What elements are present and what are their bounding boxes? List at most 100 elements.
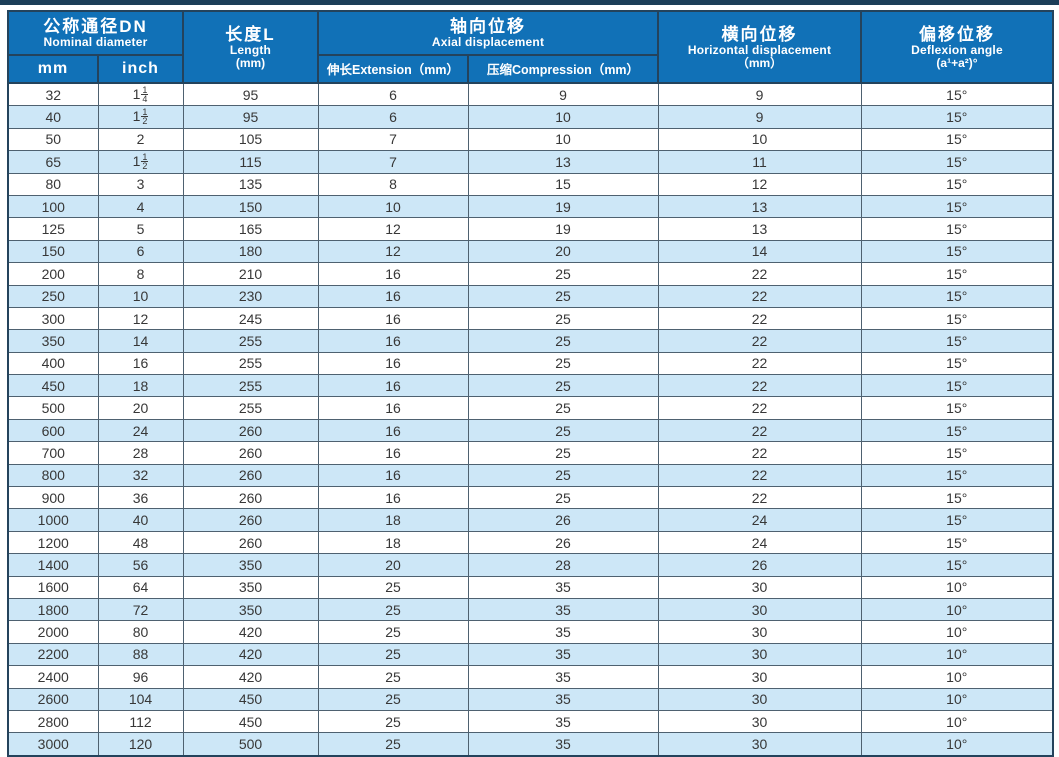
cell-extension: 10: [317, 194, 469, 219]
cell-compression: 25: [467, 351, 659, 376]
table-row: 1800 72 350 25 35 30 10°: [7, 597, 1054, 622]
cell-horizontal: 13: [657, 217, 862, 241]
cell-inch: 56: [97, 553, 184, 577]
table-row: 200 8 210 16 25 22 15°: [7, 262, 1054, 286]
table-row: 80 3 135 8 15 12 15°: [7, 172, 1054, 196]
cell-mm: 350: [7, 329, 99, 353]
cell-compression: 25: [467, 262, 659, 286]
cell-length: 95: [182, 105, 319, 129]
table-header: 公称通径DN Nominal diameter 长度L Length (mm) …: [7, 10, 1054, 84]
cell-compression: 35: [467, 575, 659, 599]
cell-length: 420: [182, 665, 319, 689]
cell-extension: 12: [317, 239, 469, 264]
cell-extension: 18: [317, 508, 469, 532]
cell-deflexion: 10°: [860, 642, 1054, 667]
header-sub-extension: 伸长Extension（mm）: [317, 54, 469, 84]
cell-compression: 35: [467, 687, 659, 711]
cell-deflexion: 15°: [860, 530, 1054, 555]
cell-horizontal: 22: [657, 306, 862, 331]
cell-mm: 2600: [7, 687, 99, 711]
cell-mm: 2000: [7, 620, 99, 644]
cell-length: 135: [182, 172, 319, 196]
cell-extension: 16: [317, 418, 469, 443]
cell-horizontal: 24: [657, 530, 862, 555]
cell-deflexion: 15°: [860, 374, 1054, 398]
cell-horizontal: 22: [657, 284, 862, 308]
cell-mm: 100: [7, 194, 99, 219]
cell-horizontal: 22: [657, 262, 862, 286]
header-axial-displacement: 轴向位移 Axial displacement: [317, 10, 659, 56]
header-sub-inch-label: inch: [122, 60, 159, 77]
cell-extension: 6: [317, 82, 469, 107]
cell-length: 260: [182, 530, 319, 555]
cell-deflexion: 15°: [860, 306, 1054, 331]
cell-length: 350: [182, 553, 319, 577]
header-row-groups: 公称通径DN Nominal diameter 长度L Length (mm) …: [7, 10, 1054, 84]
cell-inch: 14: [97, 329, 184, 353]
cell-compression: 25: [467, 463, 659, 488]
cell-deflexion: 10°: [860, 687, 1054, 711]
cell-length: 255: [182, 351, 319, 376]
header-deflexion-angle: 偏移位移 Deflexion angle (a¹+a²)°: [860, 10, 1054, 84]
cell-deflexion: 10°: [860, 575, 1054, 599]
header-horizontal-unit: （mm）: [736, 55, 783, 70]
cell-length: 255: [182, 374, 319, 398]
cell-deflexion: 15°: [860, 150, 1054, 174]
displacement-spec-table: 公称通径DN Nominal diameter 长度L Length (mm) …: [7, 10, 1054, 757]
cell-mm: 1600: [7, 575, 99, 599]
cell-horizontal: 14: [657, 239, 862, 264]
cell-length: 420: [182, 642, 319, 667]
cell-horizontal: 30: [657, 732, 862, 757]
cell-mm: 80: [7, 172, 99, 196]
cell-compression: 35: [467, 732, 659, 757]
cell-mm: 150: [7, 239, 99, 264]
table-row: 50 2 105 7 10 10 15°: [7, 127, 1054, 152]
cell-deflexion: 15°: [860, 82, 1054, 107]
cell-mm: 3000: [7, 732, 99, 757]
header-sub-inch: inch: [97, 54, 184, 84]
cell-extension: 18: [317, 530, 469, 555]
cell-compression: 19: [467, 194, 659, 219]
cell-horizontal: 30: [657, 665, 862, 689]
table-row: 900 36 260 16 25 22 15°: [7, 486, 1054, 510]
cell-extension: 25: [317, 665, 469, 689]
cell-extension: 8: [317, 172, 469, 196]
cell-length: 245: [182, 306, 319, 331]
cell-mm: 1000: [7, 508, 99, 532]
header-axial-en: Axial displacement: [431, 35, 545, 49]
cell-deflexion: 15°: [860, 105, 1054, 129]
cell-extension: 16: [317, 351, 469, 376]
cell-inch: 3: [97, 172, 184, 196]
cell-length: 350: [182, 575, 319, 599]
cell-extension: 16: [317, 262, 469, 286]
cell-compression: 28: [467, 553, 659, 577]
cell-mm: 900: [7, 486, 99, 510]
cell-horizontal: 22: [657, 396, 862, 420]
cell-inch: 36: [97, 486, 184, 510]
table-row: 300 12 245 16 25 22 15°: [7, 306, 1054, 331]
table-row: 1600 64 350 25 35 30 10°: [7, 575, 1054, 599]
cell-extension: 16: [317, 396, 469, 420]
cell-mm: 1400: [7, 553, 99, 577]
cell-inch: 8: [97, 262, 184, 286]
cell-deflexion: 10°: [860, 620, 1054, 644]
header-sub-compression-label: 压缩Compression（mm）: [486, 63, 640, 77]
table-row: 125 5 165 12 19 13 15°: [7, 217, 1054, 241]
header-nominal-en: Nominal diameter: [43, 35, 148, 49]
cell-length: 260: [182, 486, 319, 510]
cell-mm: 2400: [7, 665, 99, 689]
cell-extension: 16: [317, 486, 469, 510]
top-border-bar: [0, 0, 1059, 5]
cell-mm: 2200: [7, 642, 99, 667]
cell-length: 180: [182, 239, 319, 264]
cell-deflexion: 10°: [860, 732, 1054, 757]
cell-length: 95: [182, 82, 319, 107]
cell-horizontal: 22: [657, 441, 862, 465]
table-row: 250 10 230 16 25 22 15°: [7, 284, 1054, 308]
header-sub-extension-label: 伸长Extension（mm）: [327, 63, 459, 77]
cell-deflexion: 15°: [860, 441, 1054, 465]
cell-deflexion: 15°: [860, 194, 1054, 219]
cell-mm: 250: [7, 284, 99, 308]
table-row: 2400 96 420 25 35 30 10°: [7, 665, 1054, 689]
